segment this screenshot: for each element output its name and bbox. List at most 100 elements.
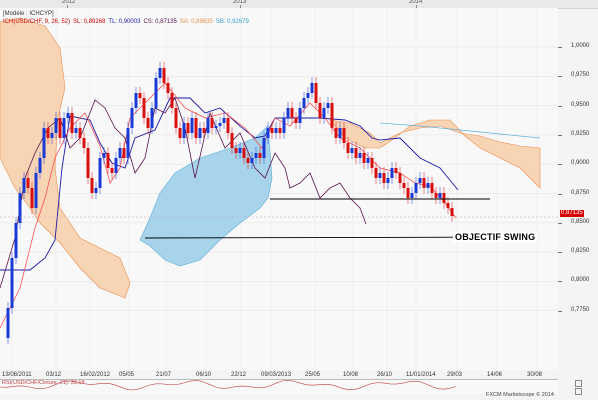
date-tick-label: 22/12 <box>231 372 247 378</box>
candle-body <box>342 128 346 143</box>
ichimoku-cloud-bear <box>139 125 273 267</box>
candle-body <box>182 123 186 138</box>
price-tick-label: 0,8000 <box>571 277 590 284</box>
date-tick-label: 30/08 <box>527 372 543 378</box>
candle-body <box>166 83 170 93</box>
candle-body <box>90 178 94 193</box>
candle-body <box>314 83 318 103</box>
candle-body <box>66 113 70 118</box>
candle-body <box>150 108 154 128</box>
candle-body <box>78 128 82 138</box>
candle-body <box>410 193 414 198</box>
candle-body <box>22 178 26 193</box>
candle-body <box>226 118 230 133</box>
date-tick-label: 16/02/2012 <box>80 372 111 378</box>
candle-body <box>54 118 58 133</box>
candle-body <box>202 128 206 133</box>
rsi-panel[interactable]: RSI(USD/CHF/Cloture, 21): 39,18 <box>0 379 558 394</box>
price-tick <box>558 281 562 283</box>
candle-body <box>430 183 434 193</box>
current-price-badge: 0,87135 <box>560 210 584 217</box>
legend-item: SL: 0,89268 <box>73 19 106 25</box>
date-tick-label: 05/05 <box>119 372 135 378</box>
candle-body <box>346 143 350 153</box>
candle-body <box>246 158 250 163</box>
candle-body <box>18 193 22 223</box>
candle-body <box>206 118 210 133</box>
candle-body <box>354 148 358 158</box>
legend-item: CS: 0,87135 <box>143 19 177 25</box>
candle-body <box>254 153 258 158</box>
candle-body <box>6 308 10 338</box>
candle-body <box>442 193 446 203</box>
candle-body <box>194 118 198 138</box>
candle-body <box>98 158 102 188</box>
candle-body <box>178 128 182 138</box>
candle-body <box>258 153 262 158</box>
legend-item: ICH(USD/CHF, 9, 26, 52) <box>3 19 71 25</box>
candle-body <box>450 208 454 216</box>
objective-swing-label: OBJECTIF SWING <box>453 232 538 242</box>
date-tick-label: 25/05 <box>305 372 321 378</box>
date-tick-label: 13/08/2011 <box>2 372 32 378</box>
candle-body <box>82 138 86 148</box>
date-tick-label: 29/03 <box>447 372 463 378</box>
candle-body <box>198 128 202 138</box>
price-tick <box>558 252 562 254</box>
candle-body <box>302 98 306 108</box>
candle-body <box>74 128 78 133</box>
price-tick <box>558 193 562 195</box>
candle-body <box>114 158 118 173</box>
candle-body <box>210 118 214 128</box>
candle-body <box>326 103 330 108</box>
price-chart[interactable] <box>0 8 558 370</box>
candle-body <box>50 133 54 138</box>
candle-body <box>118 148 122 158</box>
year-label: 2012 <box>62 0 76 5</box>
indicator-legend: ICH(USD/CHF, 9, 26, 52) SL: 0,89268 TL: 0,… <box>3 19 252 25</box>
candle-body <box>94 188 98 193</box>
candle-body <box>62 118 66 138</box>
candle-body <box>58 118 62 138</box>
candle-body <box>34 173 38 208</box>
candle-body <box>294 118 298 123</box>
candle-body <box>366 158 370 163</box>
candle-body <box>362 153 366 163</box>
price-tick <box>558 164 562 166</box>
candle-body <box>214 126 218 128</box>
panel-icon[interactable] <box>575 380 582 387</box>
tenkan-line <box>0 82 457 329</box>
date-tick-label: 14/06 <box>487 372 503 378</box>
price-tick <box>558 222 562 224</box>
candle-body <box>382 173 386 183</box>
ichimoku-chart[interactable] <box>0 8 558 370</box>
legend-item: SA: 0,89635 <box>179 19 213 25</box>
candle-body <box>30 188 34 208</box>
candle-body <box>238 148 242 153</box>
panel-icon[interactable] <box>575 388 582 395</box>
panel-controls[interactable] <box>575 380 585 398</box>
price-tick <box>558 310 562 312</box>
ichimoku-cloud-bull <box>329 119 541 189</box>
candle-body <box>250 158 254 163</box>
date-tick-label: 11/01/2014 <box>406 372 436 378</box>
candle-body <box>234 148 238 153</box>
candle-body <box>446 203 450 208</box>
candle-body <box>14 223 18 258</box>
candle-body <box>310 83 314 93</box>
candle-body <box>338 128 342 138</box>
candle-body <box>306 93 310 98</box>
candle-body <box>334 128 338 138</box>
candle-body <box>134 93 138 108</box>
candle-body <box>266 128 270 138</box>
candle-body <box>70 113 74 133</box>
price-tick-label: 1,0000 <box>571 43 590 49</box>
candle-body <box>26 178 30 188</box>
candle-body <box>230 133 234 148</box>
price-tick-label: 0,8250 <box>571 248 590 255</box>
candle-body <box>190 118 194 133</box>
senkou-span-b <box>379 122 541 139</box>
copyright-text: FXCM Marketscope © 2014 <box>486 392 554 398</box>
candle-body <box>102 153 106 158</box>
candle-body <box>402 183 406 188</box>
